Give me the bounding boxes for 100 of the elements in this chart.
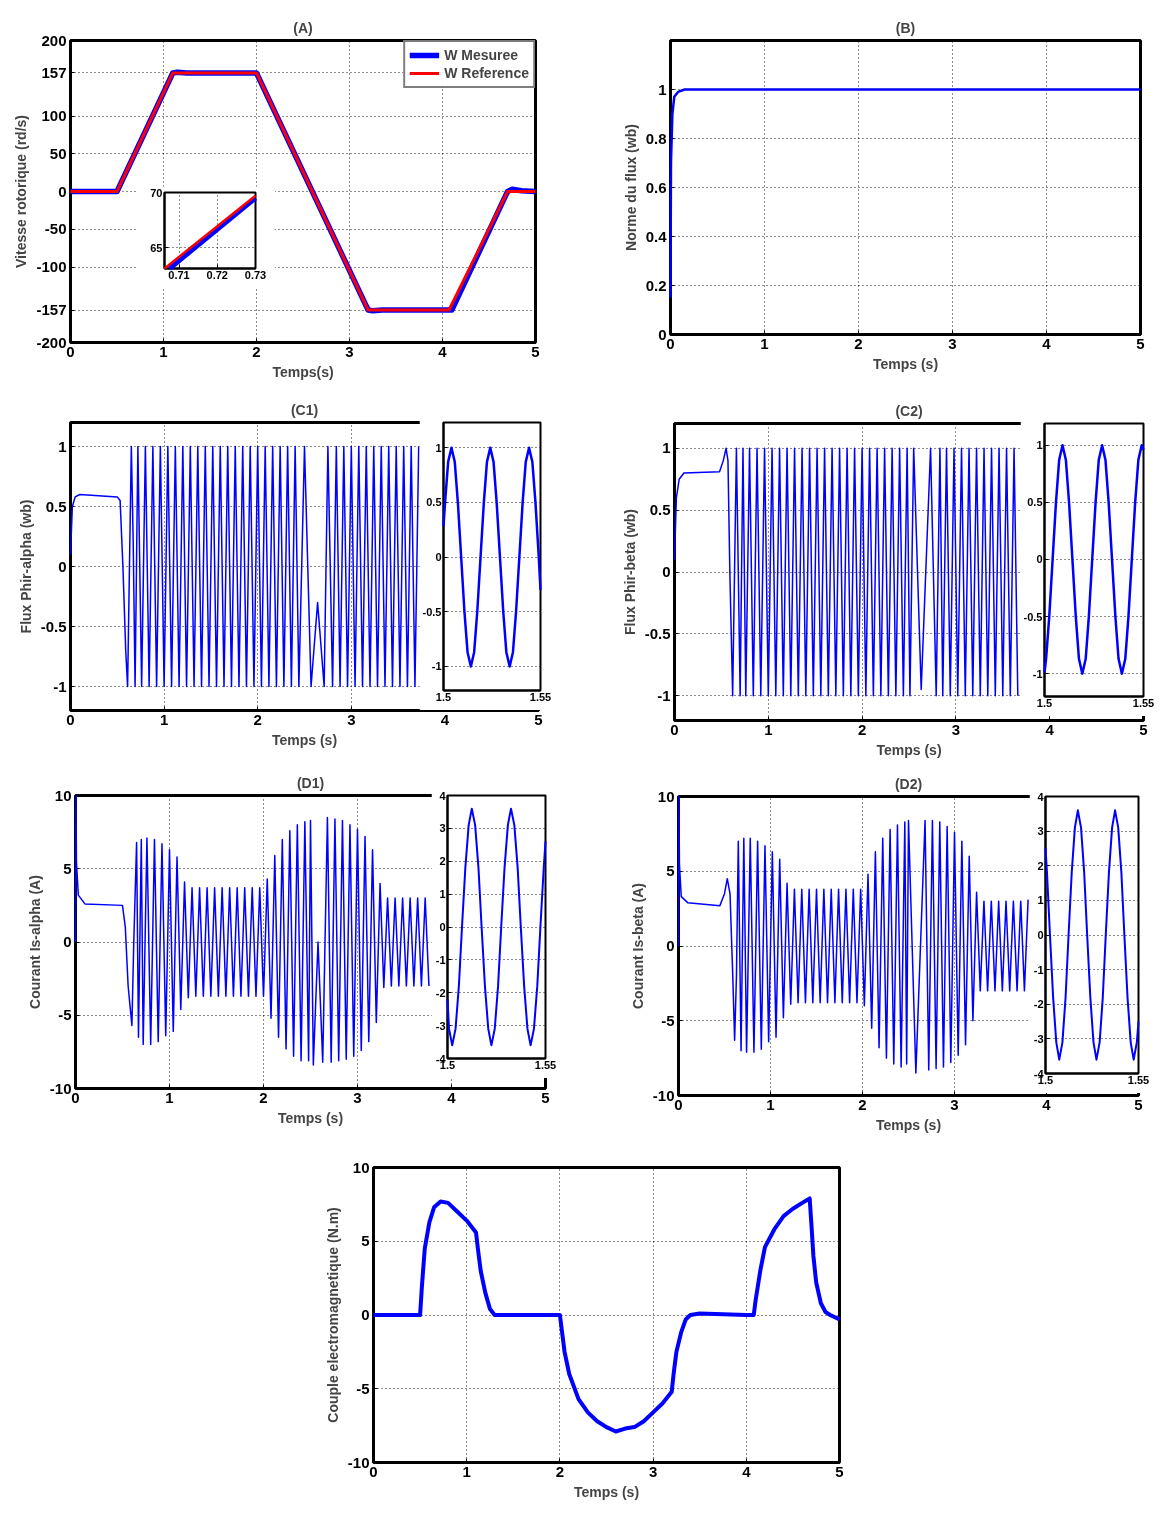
y-tick-label: 157 [41,63,67,81]
y-tick-label: 0 [1036,553,1043,566]
y-axis-title: Flux Phir-beta (wb) [621,509,638,635]
x-axis-title: Temps (s) [875,1116,942,1133]
y-tick-label: -1 [657,686,671,704]
chart-title: (D2) [894,775,923,792]
y-tick-label: 0.6 [645,178,667,196]
y-tick-label: -0.5 [1023,610,1043,623]
x-tick-label: 5 [1139,720,1148,738]
x-tick-label: 5 [534,710,543,728]
y-tick-label: 50 [49,144,67,162]
x-tick-label: 5 [835,1462,844,1480]
y-tick-label: 5 [63,859,72,877]
legend-label: W Mesuree [444,46,519,64]
y-tick-label: 3 [439,822,446,835]
y-tick-label: 0 [63,933,72,950]
y-tick-label: -0.5 [644,624,671,642]
x-tick-label: 5 [541,1088,550,1106]
y-tick-label: 0 [662,563,671,580]
x-tick-label: 1.5 [1036,696,1053,709]
y-axis-title: Norme du flux (wb) [622,124,639,251]
y-tick-label: 1 [1037,894,1044,907]
y-tick-label: 1 [658,80,667,98]
x-tick-label: 1.5 [435,690,452,703]
legend-label: W Reference [444,64,529,82]
y-tick-label: -1 [1033,963,1044,976]
y-tick-label: -1 [431,660,442,673]
x-axis-title: Temps (s) [573,1483,640,1500]
x-tick-label: 2 [259,1088,268,1106]
x-tick-label: 0.72 [206,268,228,281]
y-tick-label: 2 [1037,859,1044,872]
x-axis-title: Temps (s) [277,1109,344,1126]
y-tick-label: 1 [439,888,446,901]
y-axis-title: Couple electromagnetique (N.m) [324,1207,341,1423]
y-tick-label: 0.5 [426,496,442,509]
y-tick-label: 70 [150,186,163,199]
y-tick-label: -1 [53,677,67,695]
x-axis-title: Temps(s) [272,363,334,380]
x-tick-label: 3 [950,1095,959,1113]
y-tick-label: -0.5 [422,605,442,618]
x-tick-label: 1.55 [1132,696,1155,709]
y-tick-label: -3 [1033,1032,1044,1045]
y-tick-label: -5 [661,1011,675,1029]
y-tick-label: 5 [361,1232,370,1250]
y-tick-label: -0.5 [40,617,67,635]
chart-title: (C2) [895,402,923,419]
y-tick-label: 10 [657,787,675,805]
y-axis-title: Courant Is-alpha (A) [26,875,43,1009]
x-tick-label: 2 [858,1095,867,1113]
y-tick-label: 5 [666,862,675,880]
x-tick-label: 2 [555,1462,565,1480]
chart-title: (B) [895,19,916,36]
y-tick-label: -200 [36,333,67,351]
y-tick-label: -157 [36,301,67,319]
y-tick-label: 2 [439,855,446,868]
y-axis-title: Flux Phir-alpha (wb) [17,499,34,634]
y-tick-label: -5 [356,1379,370,1397]
x-tick-label: 1.55 [1127,1073,1150,1086]
y-axis-title: Courant Is-beta (A) [629,883,646,1009]
y-tick-label: -10 [49,1079,72,1097]
x-tick-label: 3 [948,334,957,352]
chart-title: (D1) [296,774,325,791]
y-tick-label: -100 [36,258,67,275]
x-axis-title: Temps (s) [872,355,939,372]
y-axis-title: Vitesse rotorique (rd/s) [13,114,30,268]
x-tick-label: 1 [760,334,769,352]
y-tick-label: -2 [435,986,446,999]
y-tick-label: 0.5 [649,501,671,519]
y-tick-label: 0 [361,1306,370,1323]
y-tick-label: 3 [1037,825,1044,838]
x-axis-title: Temps (s) [876,741,942,758]
y-tick-label: 1 [435,441,442,454]
y-tick-label: 10 [352,1158,370,1176]
y-tick-label: 4 [1037,790,1045,803]
y-tick-label: 1 [58,437,67,455]
x-tick-label: 2 [857,720,867,738]
y-tick-label: 0.5 [1027,496,1043,509]
x-tick-label: 5 [531,342,540,360]
x-tick-label: 1 [764,720,773,738]
y-tick-label: -50 [44,220,67,238]
y-tick-label: 0 [58,557,67,575]
x-tick-label: 2 [252,342,261,360]
x-tick-label: 3 [951,720,961,738]
y-tick-label: 0.2 [645,276,667,294]
x-tick-label: 5 [1136,334,1145,352]
y-tick-label: -3 [435,1019,446,1032]
chart-title: (A) [293,19,313,36]
y-tick-label: 1 [1036,439,1043,452]
x-tick-label: 0.71 [168,268,190,281]
x-tick-label: 1.55 [534,1058,557,1071]
y-tick-label: -2 [1033,998,1044,1011]
y-tick-label: -10 [652,1086,675,1104]
chart-title: (C1) [290,401,319,418]
y-tick-label: 65 [150,241,163,254]
x-tick-label: 1.55 [529,690,552,703]
x-tick-label: 1 [766,1095,775,1113]
y-tick-label: 0 [435,551,442,564]
x-tick-label: 0.73 [244,268,267,281]
y-tick-label: -1 [1032,667,1043,680]
x-tick-label: 1 [165,1088,174,1106]
